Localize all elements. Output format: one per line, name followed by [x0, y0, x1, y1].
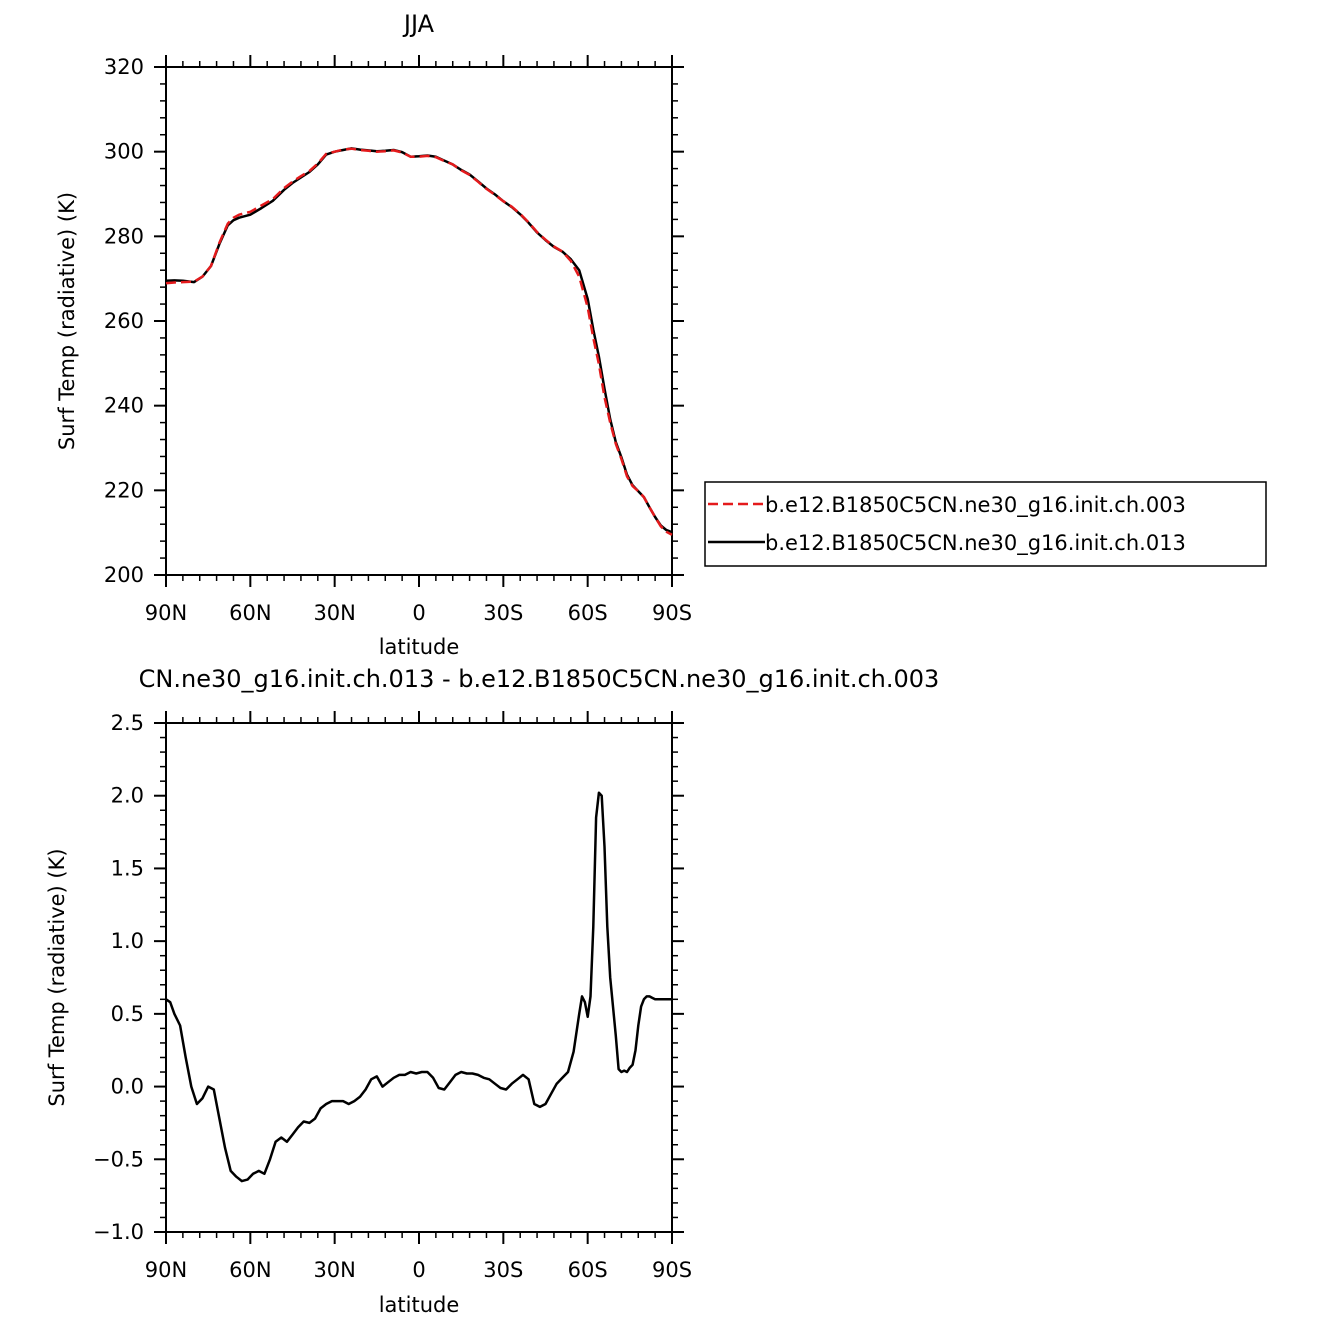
top-series-lines: [165, 147, 673, 536]
legend-label-series-003: b.e12.B1850C5CN.ne30_g16.init.ch.003: [765, 493, 1186, 518]
x-tick-label: 90S: [652, 1258, 692, 1282]
x-tick-label: 30N: [313, 1258, 355, 1282]
bottom-series-lines: [165, 791, 672, 1183]
y-tick-label: 220: [104, 478, 144, 502]
top-y-axis-label: Surf Temp (radiative) (K): [55, 192, 79, 450]
top-plot-frame: [165, 66, 673, 576]
x-tick-label: 30N: [313, 601, 355, 625]
y-tick-label: 2.0: [111, 784, 144, 808]
y-tick-label: 320: [104, 55, 144, 79]
y-tick-label: 2.5: [111, 711, 144, 735]
series-line-0: [165, 791, 672, 1183]
y-tick-label: 0.5: [111, 1002, 144, 1026]
y-tick-label: 240: [104, 394, 144, 418]
y-tick-label: 200: [104, 563, 144, 587]
x-tick-label: 60S: [568, 601, 608, 625]
bottom-plot-frame: [165, 722, 673, 1233]
x-tick-label: 30S: [483, 601, 523, 625]
series-line-0: [165, 147, 673, 536]
x-tick-label: 90N: [145, 601, 187, 625]
y-tick-label: 1.0: [111, 929, 144, 953]
series-line-1: [165, 147, 673, 534]
y-tick-label: 260: [104, 309, 144, 333]
top-ticks: 200 220 240 260 280 300 320 90N 60N 30N 0 30S 60S 90S: [104, 55, 692, 625]
x-tick-label: 90N: [145, 1258, 187, 1282]
top-chart-title: JJA: [402, 10, 435, 38]
bottom-ticks: −1.0 −0.5 0.0 0.5 1.0 1.5 2.0 2.5 90N 60N 30N 0 30S 6…: [93, 711, 692, 1282]
legend-label-series-013: b.e12.B1850C5CN.ne30_g16.init.ch.013: [765, 531, 1186, 556]
bottom-chart: CN.ne30_g16.init.ch.013 - b.e12.B1850C5C…: [45, 665, 939, 1317]
x-tick-label: 60N: [229, 1258, 271, 1282]
y-tick-label: 0.0: [111, 1075, 144, 1099]
x-tick-label: 60N: [229, 601, 271, 625]
legend: b.e12.B1850C5CN.ne30_g16.init.ch.003 b.e…: [704, 481, 1267, 567]
y-tick-label: −1.0: [93, 1220, 144, 1244]
bottom-x-axis-label: latitude: [379, 1293, 460, 1317]
y-tick-label: −0.5: [93, 1147, 144, 1171]
bottom-y-axis-label: Surf Temp (radiative) (K): [45, 848, 69, 1106]
x-tick-label: 0: [412, 1258, 425, 1282]
top-chart: JJA 200 220 240 260 280 300 320 90N 60N 30N 0 30S 60…: [55, 10, 692, 659]
bottom-chart-title: CN.ne30_g16.init.ch.013 - b.e12.B1850C5C…: [139, 665, 940, 693]
y-tick-label: 1.5: [111, 856, 144, 880]
top-x-axis-label: latitude: [379, 635, 460, 659]
x-tick-label: 0: [412, 601, 425, 625]
legend-box: [704, 481, 1267, 567]
y-tick-label: 300: [104, 140, 144, 164]
x-tick-label: 30S: [483, 1258, 523, 1282]
y-tick-label: 280: [104, 224, 144, 248]
x-tick-label: 90S: [652, 601, 692, 625]
x-tick-label: 60S: [568, 1258, 608, 1282]
